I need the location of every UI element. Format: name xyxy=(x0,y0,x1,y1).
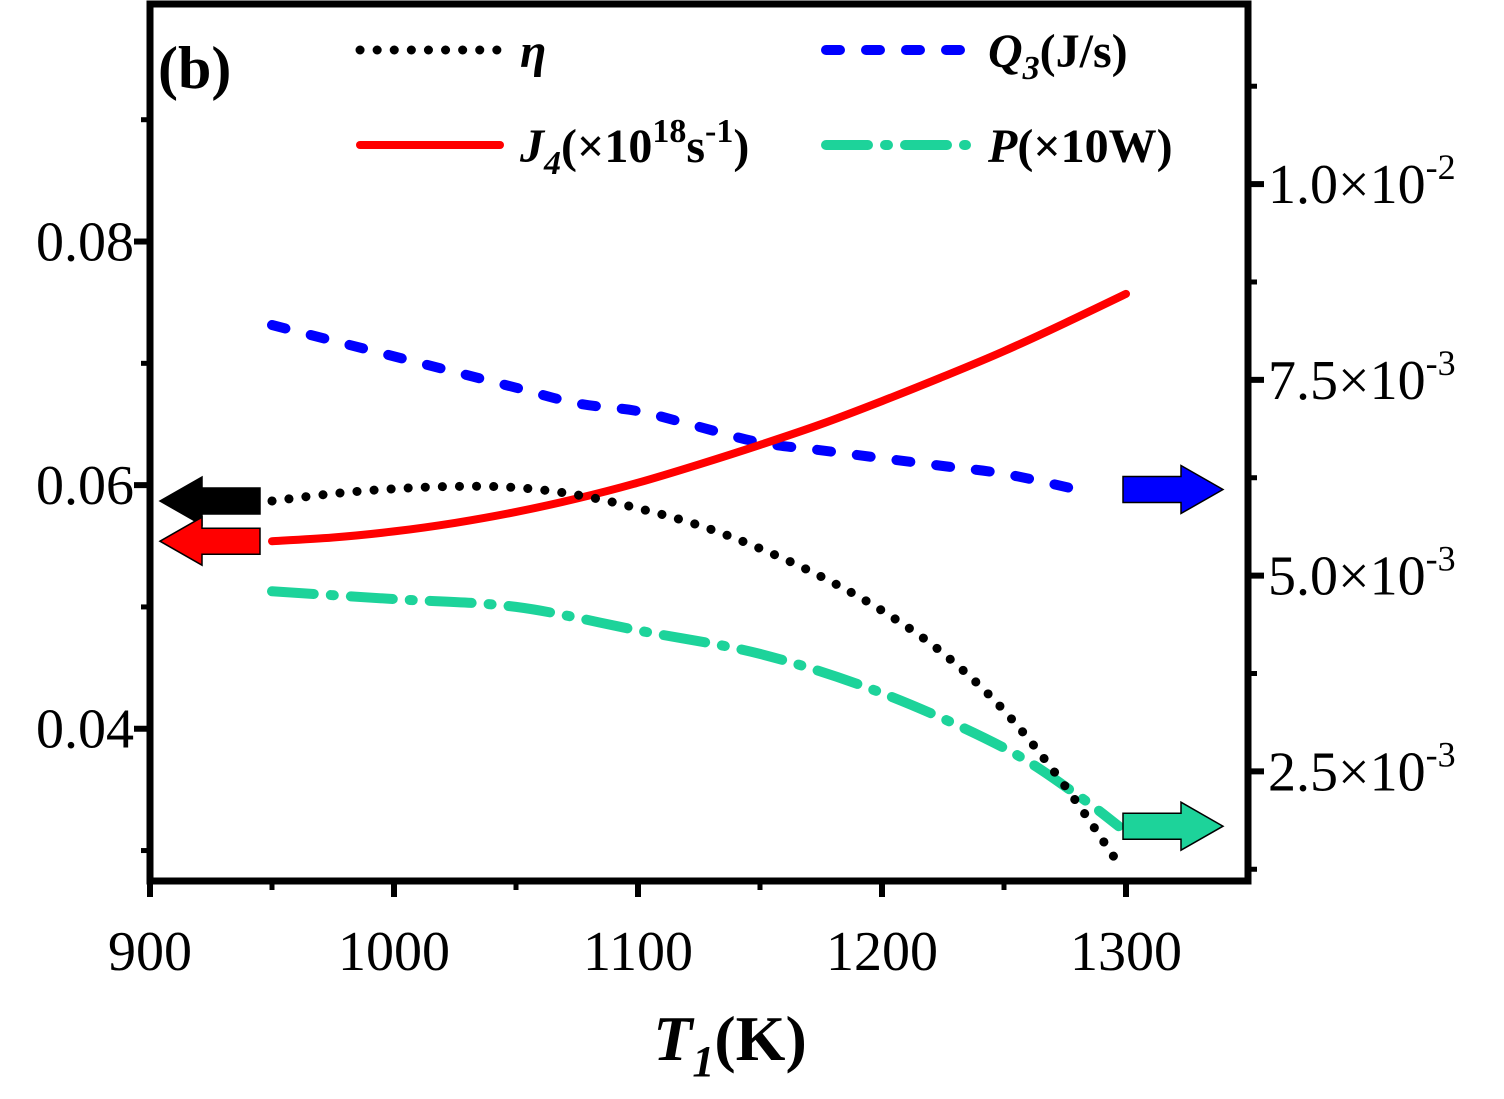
legend-label-eta: η xyxy=(520,25,546,78)
y-axis-right: 2.5×10-3 5.0×10-3 7.5×10-3 1.0×10-2 xyxy=(1248,83,1456,872)
x-axis: 900 1000 1100 1200 1300 xyxy=(108,881,1182,983)
x-tick-label: 1300 xyxy=(1070,921,1182,983)
axis-arrow-P xyxy=(1122,800,1225,852)
series-line-P xyxy=(267,586,1124,832)
x-tick-label: 1100 xyxy=(583,921,693,983)
legend: η Q3(J/s) J4(×1018s-1) P(×10W) xyxy=(355,25,1173,182)
y-left-tick-label: 0.06 xyxy=(36,455,134,517)
y-right-tick-label: 2.5×10-3 xyxy=(1268,734,1456,803)
y-axis-left: 0.04 0.06 0.08 xyxy=(36,117,150,854)
axis-arrow-J4 xyxy=(158,515,261,567)
plot-frame xyxy=(146,0,1252,885)
y-right-tick-label: 7.5×10-3 xyxy=(1268,343,1456,412)
x-tick-label: 1000 xyxy=(338,921,450,983)
series-layer xyxy=(267,289,1130,869)
legend-label-P: P(×10W) xyxy=(987,120,1173,173)
indicator-arrows xyxy=(158,464,1225,852)
y-right-tick-label: 1.0×10-2 xyxy=(1268,147,1456,216)
y-right-tick-label: 5.0×10-3 xyxy=(1268,539,1456,608)
series-line-eta xyxy=(267,481,1124,869)
axis-arrow-Q3 xyxy=(1122,464,1225,515)
x-tick-label: 900 xyxy=(108,921,192,983)
y-left-tick-label: 0.04 xyxy=(36,699,134,761)
x-tick-label: 1200 xyxy=(826,921,938,983)
y-left-tick-label: 0.08 xyxy=(36,212,134,274)
series-line-J4 xyxy=(268,289,1130,546)
x-axis-title: T1(K) xyxy=(653,1003,807,1086)
series-line-Q3 xyxy=(267,320,1083,495)
axis-arrow-eta xyxy=(158,475,261,527)
legend-label-J4: J4(×1018s-1) xyxy=(519,113,749,182)
legend-label-Q3: Q3(J/s) xyxy=(988,25,1128,87)
panel-label: (b) xyxy=(158,35,231,101)
